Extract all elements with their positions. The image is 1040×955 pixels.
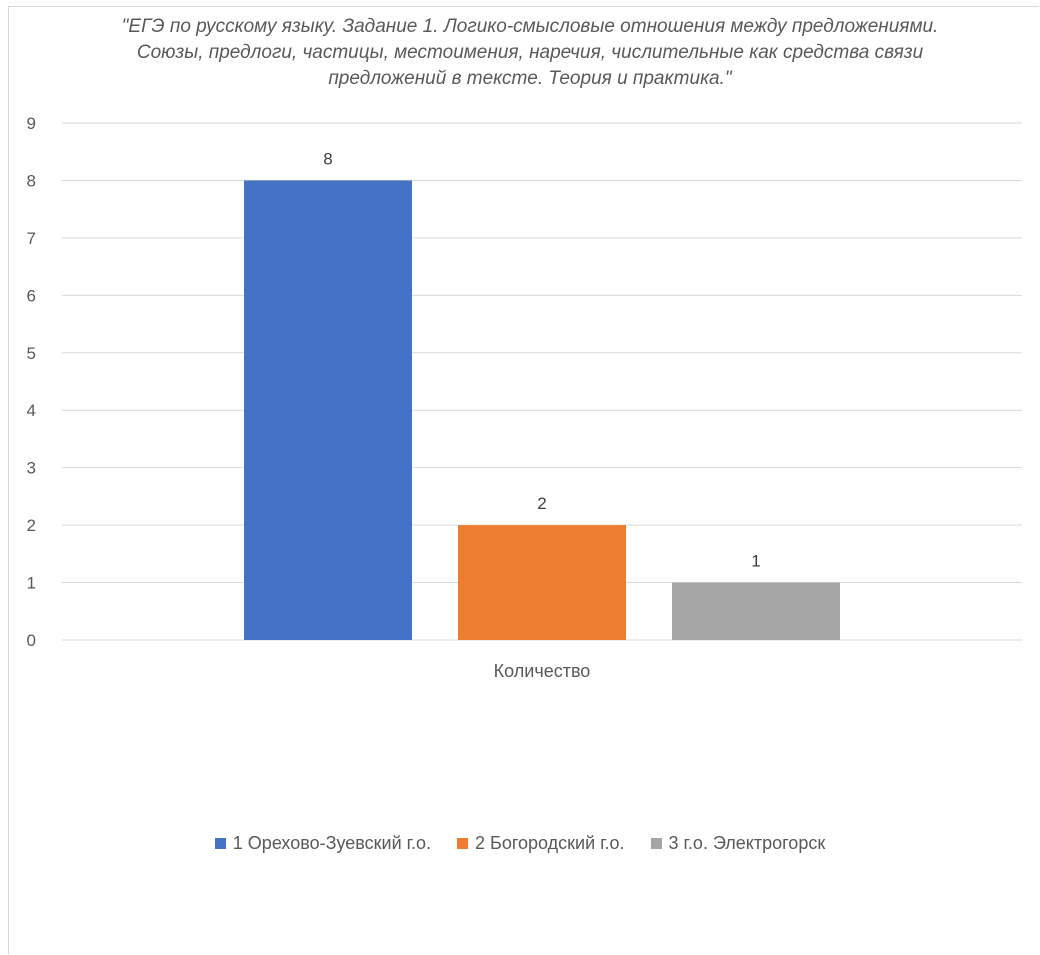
data-label: 1 bbox=[751, 552, 760, 571]
y-tick-label: 4 bbox=[27, 401, 36, 420]
legend-swatch bbox=[457, 838, 469, 849]
y-tick-label: 7 bbox=[27, 229, 36, 248]
bar bbox=[458, 525, 626, 640]
legend-swatch bbox=[214, 838, 226, 849]
legend-item: 3 г.о. Электрогорск bbox=[650, 833, 826, 854]
legend-label: 1 Орехово-Зуевский г.о. bbox=[232, 833, 432, 853]
chart-frame bbox=[8, 6, 1039, 954]
data-label: 2 bbox=[537, 494, 546, 513]
bar bbox=[672, 582, 840, 640]
chart-title: "ЕГЭ по русскому языку. Задание 1. Логик… bbox=[121, 16, 939, 89]
y-tick-label: 5 bbox=[27, 344, 36, 363]
y-tick-label: 0 bbox=[27, 631, 36, 650]
legend-label: 3 г.о. Электрогорск bbox=[668, 833, 826, 853]
y-tick-label: 9 bbox=[27, 114, 36, 133]
legend-item: 2 Богородский г.о. bbox=[457, 833, 625, 854]
legend-label: 2 Богородский г.о. bbox=[475, 833, 625, 853]
legend-item: 1 Орехово-Зуевский г.о. bbox=[214, 833, 432, 854]
legend-swatch bbox=[650, 838, 662, 849]
chart-legend: 1 Орехово-Зуевский г.о. 2 Богородский г.о… bbox=[0, 833, 1040, 854]
data-label: 8 bbox=[323, 149, 332, 168]
y-tick-label: 6 bbox=[27, 286, 36, 305]
y-tick-label: 2 bbox=[27, 516, 36, 535]
x-category-label: Количество bbox=[494, 661, 591, 681]
y-tick-label: 3 bbox=[27, 459, 36, 478]
bar bbox=[244, 180, 412, 640]
y-tick-label: 8 bbox=[27, 171, 36, 190]
y-tick-label: 1 bbox=[27, 574, 36, 593]
